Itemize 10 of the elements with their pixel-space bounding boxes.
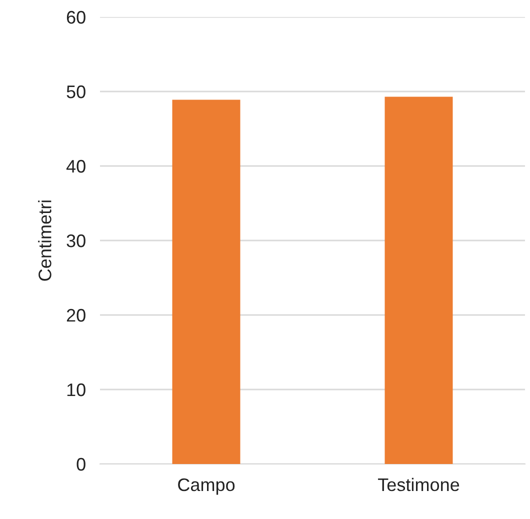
x-tick-label: Campo	[178, 478, 235, 495]
y-axis-title: Centimetri	[38, 200, 52, 281]
y-tick-label: 30	[66, 234, 86, 248]
y-tick-label: 50	[66, 85, 86, 98]
y-tick-label: 40	[66, 160, 86, 173]
y-tick-label: 20	[66, 308, 86, 322]
x-tick-label: Testimone	[378, 478, 460, 492]
y-tick-label: 60	[66, 10, 86, 24]
y-tick-label: 0	[76, 458, 86, 471]
y-tick-label: 10	[67, 383, 86, 396]
